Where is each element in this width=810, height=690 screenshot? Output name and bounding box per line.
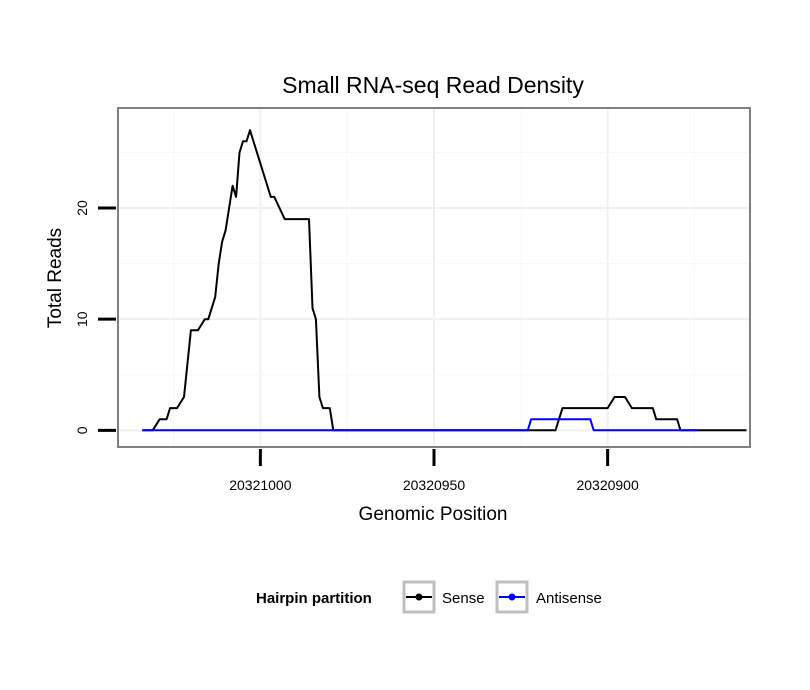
legend-dot-antisense: [508, 593, 516, 601]
legend-title: Hairpin partition: [256, 590, 372, 607]
x-tick-label-1: 20320950: [403, 477, 466, 493]
legend-label-sense: Sense: [442, 590, 485, 607]
y-axis-title: Total Reads: [45, 228, 66, 328]
legend-dot-sense: [415, 593, 423, 601]
legend-item-sense: Sense: [402, 580, 485, 614]
plot-panel: [117, 107, 751, 448]
legend-label-antisense: Antisense: [536, 590, 602, 607]
y-axis: 0 10 20: [74, 200, 116, 434]
plot-border: [117, 107, 751, 448]
series-line-antisense: [142, 418, 698, 432]
legend: Hairpin partition Sense Antisense: [256, 580, 602, 614]
series-line-sense: [142, 129, 747, 432]
x-axis: 20321000 20320950 20320900: [229, 449, 639, 493]
y-tick-label-1: 10: [74, 311, 90, 327]
x-tick-label-2: 20320900: [576, 477, 639, 493]
x-axis-title: Genomic Position: [359, 504, 508, 525]
chart-title: Small RNA-seq Read Density: [282, 72, 584, 98]
y-tick-label-2: 20: [74, 200, 90, 216]
legend-item-antisense: Antisense: [495, 580, 602, 614]
series-layer: [142, 129, 747, 432]
x-tick-label-0: 20321000: [229, 477, 292, 493]
y-tick-label-0: 0: [74, 426, 90, 434]
